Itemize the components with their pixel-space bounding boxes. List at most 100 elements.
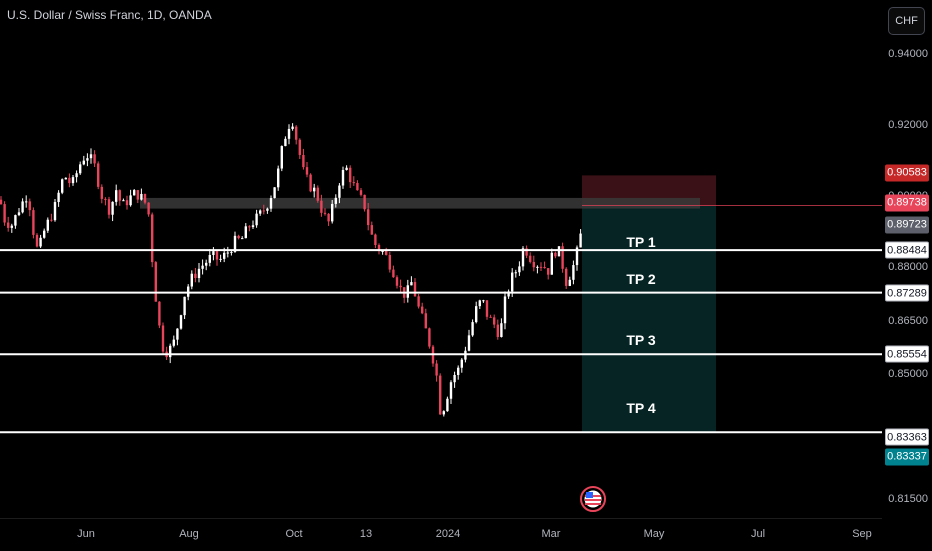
candle-body: [475, 306, 478, 323]
candle-body: [547, 268, 550, 275]
candle-body: [251, 225, 255, 228]
candle-body: [212, 251, 215, 255]
candle-body: [356, 183, 359, 191]
price-tag: 0.87289: [885, 284, 929, 302]
tp-label: TP 1: [626, 234, 656, 251]
candle-body: [197, 268, 201, 279]
candle-body: [183, 296, 186, 316]
candle-body: [93, 154, 96, 164]
candle-body: [255, 213, 258, 226]
candle-body: [399, 285, 402, 288]
price-tick-label: 0.92000: [888, 119, 928, 131]
candle-body: [316, 187, 319, 201]
candle-body: [446, 398, 449, 412]
candle-body: [503, 296, 507, 324]
price-tick-label: 0.81500: [888, 492, 928, 505]
candle-body: [385, 250, 388, 255]
candle-body: [259, 210, 262, 214]
time-axis[interactable]: Jun Aug Oct 13 2024 Mar May Jul Sep: [0, 518, 882, 551]
candle-body: [532, 261, 535, 268]
candle-body: [104, 198, 107, 200]
candle-body: [205, 262, 208, 266]
price-tag: 0.89738: [885, 194, 929, 212]
price-tag: 0.85554: [885, 345, 929, 363]
candle-body: [561, 246, 564, 269]
candle-body: [266, 208, 269, 211]
candle-body: [75, 173, 78, 178]
candle-body: [237, 235, 240, 239]
candle-body: [575, 247, 579, 266]
candle-body: [471, 322, 474, 336]
us-flag-icon[interactable]: [580, 486, 606, 512]
candle-body: [381, 250, 384, 252]
candle-body: [424, 313, 427, 329]
candle-body: [377, 244, 381, 251]
candle-body: [557, 246, 561, 257]
candle-body: [230, 251, 233, 253]
candle-body: [223, 252, 226, 259]
candle-body: [539, 266, 543, 268]
candle-body: [57, 192, 60, 203]
price-tick-label: 0.85000: [888, 368, 928, 380]
candle-body: [345, 167, 348, 170]
candle-body: [331, 203, 334, 222]
candle-body: [97, 163, 100, 187]
candle-body: [280, 146, 283, 169]
candle-body: [507, 291, 510, 297]
time-tick-label: Mar: [541, 528, 561, 540]
candle-body: [453, 374, 456, 383]
candle-body: [511, 272, 514, 292]
candle-body: [32, 210, 35, 235]
candle-body: [435, 363, 438, 376]
candle-body: [370, 225, 373, 235]
chart-canvas[interactable]: [0, 0, 882, 518]
candle-body: [158, 301, 161, 326]
candle-body: [323, 212, 327, 214]
candle-body: [241, 238, 244, 240]
currency-button[interactable]: CHF: [888, 7, 925, 35]
candle-body: [154, 262, 157, 302]
candle-body: [0, 199, 3, 205]
candle-body: [233, 235, 237, 252]
candle-body: [514, 272, 517, 274]
candle-body: [277, 168, 280, 188]
resistance-zone: [140, 197, 700, 209]
time-tick-label: 13: [359, 528, 373, 540]
candle-body: [518, 266, 521, 273]
candle-body: [86, 158, 89, 161]
candle-body: [21, 201, 24, 213]
candle-body: [269, 198, 273, 209]
candle-body: [68, 177, 71, 184]
candle-body: [363, 194, 366, 210]
candle-body: [341, 169, 345, 186]
candle-body: [485, 300, 489, 317]
time-tick-label: May: [643, 528, 665, 540]
chart-area[interactable]: U.S. Dollar / Swiss Franc, 1D, OANDA TP …: [0, 0, 882, 518]
candle-body: [568, 279, 571, 286]
candle-body: [442, 411, 445, 415]
candle-body: [79, 164, 82, 174]
candle-body: [536, 266, 539, 268]
candle-body: [295, 126, 298, 140]
candle-body: [201, 265, 204, 269]
candle-body: [208, 254, 211, 263]
candle-body: [554, 252, 557, 257]
candle-body: [410, 282, 413, 286]
candle-body: [367, 209, 370, 226]
candle-body: [190, 273, 193, 287]
candle-body: [28, 201, 31, 211]
candle-body: [10, 225, 13, 228]
candle-body: [219, 258, 222, 260]
candle-body: [215, 251, 219, 260]
candle-body: [100, 186, 103, 199]
candle-body: [489, 316, 492, 318]
candle-body: [53, 202, 57, 221]
take-profit-zone: [582, 205, 716, 433]
candle-body: [500, 323, 503, 337]
candle-body: [179, 315, 183, 329]
candle-body: [161, 325, 165, 352]
candle-body: [359, 190, 363, 195]
candle-body: [338, 185, 341, 198]
price-tick-label: 0.94000: [888, 47, 928, 60]
candle-body: [421, 306, 424, 314]
